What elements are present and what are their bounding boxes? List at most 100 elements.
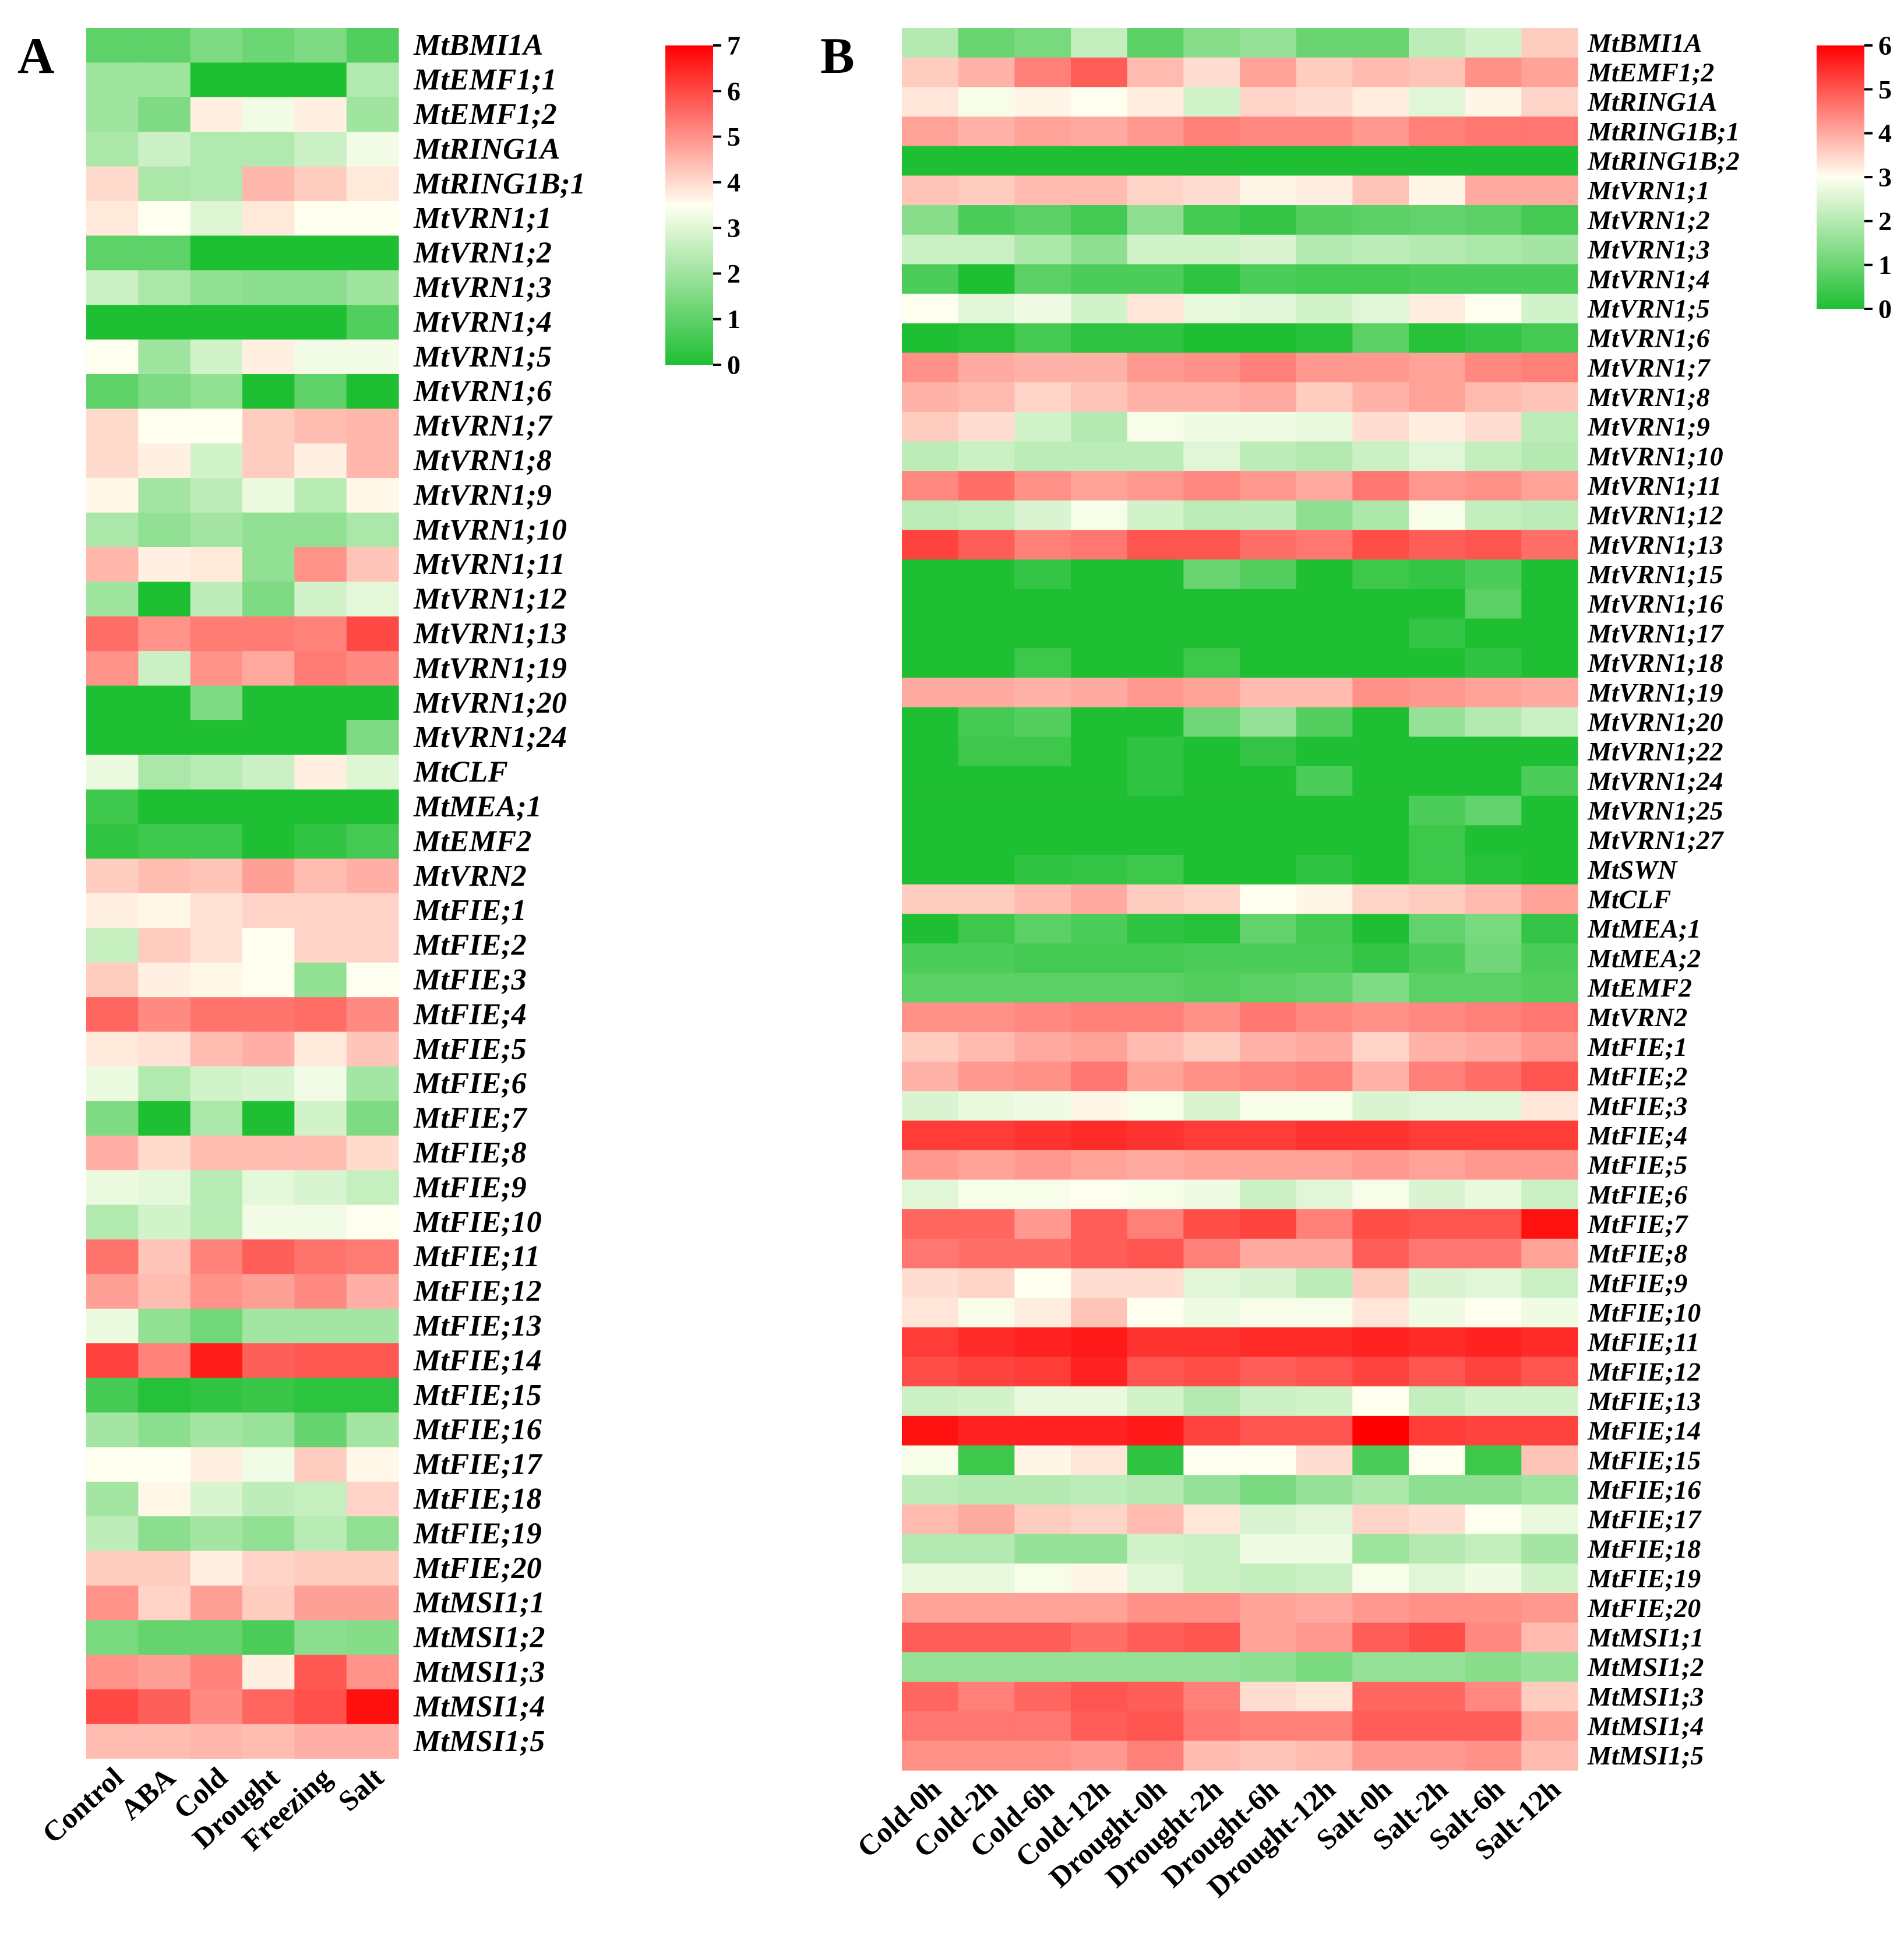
heatmap-b-cell bbox=[1240, 1209, 1297, 1239]
heatmap-a: MtBMI1AMtEMF1;1MtEMF1;2MtRING1AMtRING1B;… bbox=[36, 28, 741, 1857]
heatmap-b-cell bbox=[1409, 737, 1466, 767]
heatmap-a-cell bbox=[294, 1447, 347, 1482]
heatmap-b-cell bbox=[1352, 1593, 1409, 1623]
heatmap-b-cell bbox=[1014, 1622, 1071, 1653]
heatmap-b-row-label: MtVRN2 bbox=[1587, 1002, 1687, 1032]
heatmap-a-cell bbox=[138, 1586, 191, 1621]
heatmap-b-cell bbox=[958, 943, 1015, 974]
heatmap-b-cell bbox=[1409, 618, 1466, 649]
heatmap-b-cell bbox=[1465, 1711, 1522, 1741]
colorbar-b bbox=[1817, 45, 1864, 309]
heatmap-b-cell bbox=[1296, 530, 1353, 560]
heatmap-b-cell bbox=[1127, 205, 1184, 235]
heatmap-a-cell bbox=[138, 1412, 191, 1447]
heatmap-b-cell bbox=[1014, 1357, 1071, 1387]
heatmap-a-cell bbox=[190, 1586, 243, 1621]
heatmap-a-cell bbox=[190, 1516, 243, 1552]
heatmap-b-cell bbox=[1240, 1593, 1297, 1623]
heatmap-a-row-label: MtVRN1;5 bbox=[413, 340, 552, 374]
heatmap-b-cell bbox=[1127, 530, 1184, 560]
heatmap-a-cell bbox=[138, 132, 191, 167]
heatmap-a-cell bbox=[294, 928, 347, 963]
heatmap-b-cell bbox=[1521, 294, 1578, 324]
heatmap-b-cell bbox=[1071, 1209, 1128, 1239]
heatmap-a-cell bbox=[138, 201, 191, 236]
heatmap-a-cell bbox=[86, 1724, 139, 1759]
heatmap-a-cell bbox=[294, 270, 347, 305]
heatmap-a-cell bbox=[294, 1689, 347, 1725]
heatmap-b-cell bbox=[1240, 943, 1297, 974]
heatmap-a-cell bbox=[138, 1516, 191, 1552]
heatmap-a-cell bbox=[294, 1066, 347, 1101]
heatmap-b-cell bbox=[1071, 175, 1128, 206]
heatmap-b-cell bbox=[1183, 1209, 1240, 1239]
colorbar-a-tick-label: 5 bbox=[727, 122, 741, 152]
heatmap-a-cell bbox=[346, 616, 399, 651]
heatmap-b-cell bbox=[1296, 1061, 1353, 1092]
heatmap-a-row-label: MtMSI1;1 bbox=[413, 1586, 545, 1619]
heatmap-b-cell bbox=[1409, 117, 1466, 147]
heatmap-b-cell bbox=[1296, 737, 1353, 767]
heatmap-b-cell bbox=[1127, 1238, 1184, 1269]
heatmap-b-cell bbox=[1071, 1091, 1128, 1121]
heatmap-a-cell bbox=[190, 616, 243, 651]
heatmap-b-cell bbox=[1014, 559, 1071, 590]
colorbar-b-tick-label: 6 bbox=[1878, 31, 1892, 61]
heatmap-b-cell bbox=[1183, 117, 1240, 147]
heatmap-b-cell bbox=[1409, 1445, 1466, 1475]
heatmap-b-cell bbox=[1465, 1386, 1522, 1417]
heatmap-b-cell bbox=[1296, 175, 1353, 206]
heatmap-b-cell bbox=[1240, 559, 1297, 590]
heatmap-b-cell bbox=[1409, 943, 1466, 974]
heatmap-a-cell bbox=[346, 408, 399, 444]
heatmap-a-row-label: MtFIE;5 bbox=[413, 1033, 527, 1066]
heatmap-b-cell bbox=[1521, 1741, 1578, 1771]
heatmap-b-cell bbox=[1240, 1150, 1297, 1181]
heatmap-a-cell bbox=[190, 858, 243, 894]
heatmap-b-cell bbox=[902, 264, 959, 294]
heatmap-b-cell bbox=[1352, 117, 1409, 147]
heatmap-b-cell bbox=[1352, 382, 1409, 413]
heatmap-b-cell bbox=[1296, 1415, 1353, 1446]
heatmap-b-cell bbox=[958, 1711, 1015, 1741]
heatmap-a-cell bbox=[346, 1378, 399, 1413]
heatmap-a-cell bbox=[86, 755, 139, 790]
heatmap-a-cell bbox=[294, 651, 347, 686]
heatmap-a-cell bbox=[190, 1204, 243, 1240]
heatmap-b-cell bbox=[1014, 707, 1071, 737]
heatmap-a-cell bbox=[346, 1412, 399, 1447]
heatmap-b-row-label: MtFIE;9 bbox=[1587, 1268, 1687, 1298]
heatmap-b-cell bbox=[1127, 57, 1184, 87]
heatmap-a-cell bbox=[346, 824, 399, 860]
heatmap-b-cell bbox=[1014, 1061, 1071, 1092]
heatmap-b-cell bbox=[1465, 1504, 1522, 1535]
heatmap-a-cell bbox=[190, 1724, 243, 1759]
heatmap-b-row-label: MtVRN1;5 bbox=[1587, 294, 1710, 323]
colorbar-a-tick-label: 6 bbox=[727, 76, 741, 106]
heatmap-b-cell bbox=[1465, 57, 1522, 87]
heatmap-b-cell bbox=[1183, 1504, 1240, 1535]
heatmap-a-row-label: MtBMI1A bbox=[413, 29, 544, 62]
heatmap-b-cell bbox=[1521, 1415, 1578, 1446]
heatmap-b-cell bbox=[958, 1534, 1015, 1564]
heatmap-a-row-label: MtVRN1;24 bbox=[413, 721, 567, 754]
heatmap-b-cell bbox=[1183, 1593, 1240, 1623]
heatmap-a-cell bbox=[86, 1516, 139, 1552]
heatmap-b-cell bbox=[1127, 1179, 1184, 1210]
heatmap-b-cell bbox=[1409, 1121, 1466, 1151]
heatmap-a-row-label: MtVRN1;11 bbox=[413, 548, 565, 581]
heatmap-b-cell bbox=[1071, 973, 1128, 1003]
heatmap-a-cell bbox=[294, 408, 347, 444]
heatmap-a-row-label: MtVRN1;3 bbox=[413, 271, 552, 304]
heatmap-b-cell bbox=[902, 707, 959, 737]
heatmap-b-cell bbox=[1296, 1652, 1353, 1682]
heatmap-b-cell bbox=[1071, 1415, 1128, 1446]
colorbar-a bbox=[665, 45, 713, 365]
heatmap-b-cell bbox=[1465, 1741, 1522, 1771]
heatmap-b-cell bbox=[1071, 825, 1128, 855]
heatmap-b-cell bbox=[1071, 1622, 1128, 1653]
heatmap-b-cell bbox=[902, 1415, 959, 1446]
heatmap-b-cell bbox=[1014, 264, 1071, 294]
heatmap-b-cell bbox=[1183, 1268, 1240, 1298]
